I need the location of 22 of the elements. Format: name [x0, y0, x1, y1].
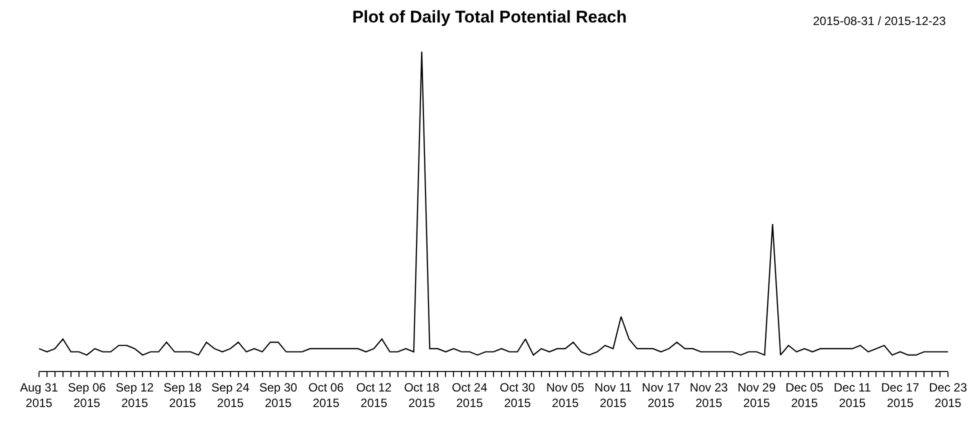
chart-title: Plot of Daily Total Potential Reach: [352, 7, 627, 26]
x-tick-label: Oct 30 2015: [500, 380, 536, 410]
x-tick-label: Nov 29 2015: [738, 380, 776, 410]
x-tick-label: Nov 11 2015: [594, 380, 632, 410]
x-tick-label: Oct 24 2015: [452, 380, 488, 410]
x-tick-label: Dec 17 2015: [881, 380, 920, 410]
x-tick-label: Sep 18 2015: [164, 380, 202, 410]
x-tick-label: Nov 17 2015: [642, 380, 680, 410]
x-tick-label: Dec 23 2015: [928, 380, 968, 410]
x-tick-label: Nov 05 2015: [546, 380, 585, 410]
x-tick-label: Nov 23 2015: [690, 380, 728, 410]
x-tick-label: Oct 18 2015: [404, 380, 440, 410]
text: 2015-08-31 / 2015-12-23: [813, 14, 946, 28]
x-tick-label: Sep 12 2015: [116, 380, 154, 410]
x-tick-label: Aug 31 2015: [20, 380, 58, 410]
x-tick-label: Sep 30 2015: [259, 380, 298, 410]
x-tick-label: Sep 06 2015: [68, 380, 106, 410]
x-tick-label: Sep 24 2015: [211, 380, 250, 410]
x-tick-label: Dec 05 2015: [785, 380, 824, 410]
x-tick-label: Oct 12 2015: [356, 380, 392, 410]
x-tick-label: Oct 06 2015: [308, 380, 344, 410]
x-tick-label: Dec 11 2015: [834, 380, 872, 410]
